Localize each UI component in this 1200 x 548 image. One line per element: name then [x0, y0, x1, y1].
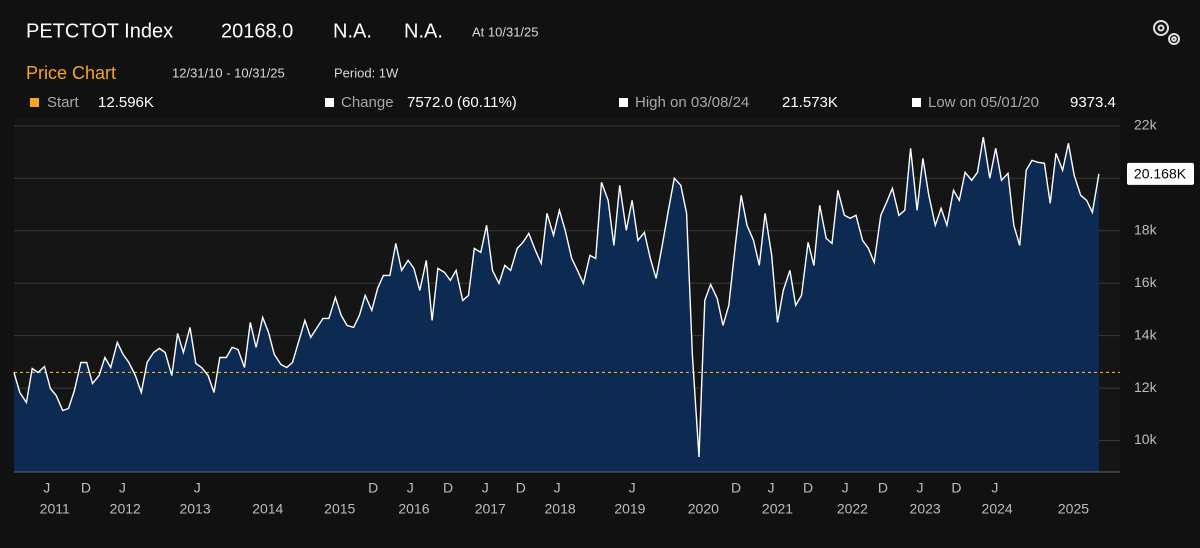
x-tick-label: J: [917, 480, 924, 496]
y-tick-label: 12k: [1134, 379, 1158, 395]
y-tick-label: 22k: [1134, 117, 1158, 133]
year-label: 2019: [614, 501, 645, 517]
x-tick-label: J: [407, 480, 414, 496]
year-label: 2014: [252, 501, 283, 517]
year-label: 2025: [1058, 501, 1089, 517]
x-tick-label: D: [516, 480, 526, 496]
last-value-box: [1127, 162, 1194, 185]
last-price: 20168.0: [221, 20, 293, 42]
year-label: 2021: [762, 501, 793, 517]
year-label: 2011: [40, 501, 70, 517]
year-label: 2020: [688, 501, 719, 517]
stat-swatch: [30, 98, 39, 107]
date-range: 12/31/10 - 10/31/25: [172, 65, 285, 80]
x-tick-label: D: [81, 480, 91, 496]
year-label: 2017: [475, 501, 506, 517]
year-label: 2013: [179, 501, 210, 517]
x-tick-label: J: [119, 480, 126, 496]
stat-value: 21.573K: [782, 94, 838, 111]
y-tick-label: 14k: [1134, 326, 1158, 342]
field: N.A.: [404, 20, 443, 42]
x-tick-label: J: [629, 480, 636, 496]
year-label: 2023: [910, 501, 941, 517]
year-label: 2016: [398, 501, 429, 517]
year-label: 2012: [110, 501, 141, 517]
y-tick-label: 10k: [1134, 431, 1158, 447]
x-tick-label: D: [803, 480, 813, 496]
x-tick-label: J: [482, 480, 489, 496]
x-tick-label: D: [443, 480, 453, 496]
period: Period: 1W: [334, 65, 399, 80]
x-tick-label: J: [43, 480, 50, 496]
stat-swatch: [325, 98, 334, 107]
stat-swatch: [619, 98, 628, 107]
x-tick-label: J: [991, 480, 998, 496]
section-title: Price Chart: [26, 63, 116, 83]
year-label: 2015: [324, 501, 355, 517]
price-line: [13, 136, 1100, 458]
stat-label: Change: [341, 94, 394, 111]
x-tick-label: D: [878, 480, 888, 496]
stat-label: Low on 05/01/20: [928, 94, 1039, 111]
as-of: At 10/31/25: [472, 24, 539, 39]
y-tick-label: 18k: [1134, 221, 1158, 237]
x-tick-label: D: [368, 480, 378, 496]
x-tick-label: J: [842, 480, 849, 496]
stat-label: High on 03/08/24: [635, 94, 749, 111]
last-value-label: 20.168K: [1134, 166, 1187, 182]
stat-swatch: [912, 98, 921, 107]
ticker: PETCTOT Index: [26, 20, 173, 42]
stat-label: Start: [47, 94, 80, 111]
year-label: 2024: [982, 501, 1013, 517]
year-label: 2022: [837, 501, 868, 517]
stat-value: 12.596K: [98, 94, 154, 111]
stat-value: 7572.0 (60.11%): [407, 94, 517, 111]
x-tick-label: J: [767, 480, 774, 496]
stat-value: 9373.4: [1070, 94, 1116, 111]
x-tick-label: D: [731, 480, 741, 496]
x-tick-label: J: [554, 480, 561, 496]
settings-icon[interactable]: [1153, 20, 1180, 45]
year-label: 2018: [545, 501, 576, 517]
y-tick-label: 16k: [1134, 274, 1158, 290]
x-tick-label: J: [194, 480, 201, 496]
area-fill: [14, 137, 1099, 472]
x-tick-label: D: [951, 480, 961, 496]
field: N.A.: [333, 20, 372, 42]
